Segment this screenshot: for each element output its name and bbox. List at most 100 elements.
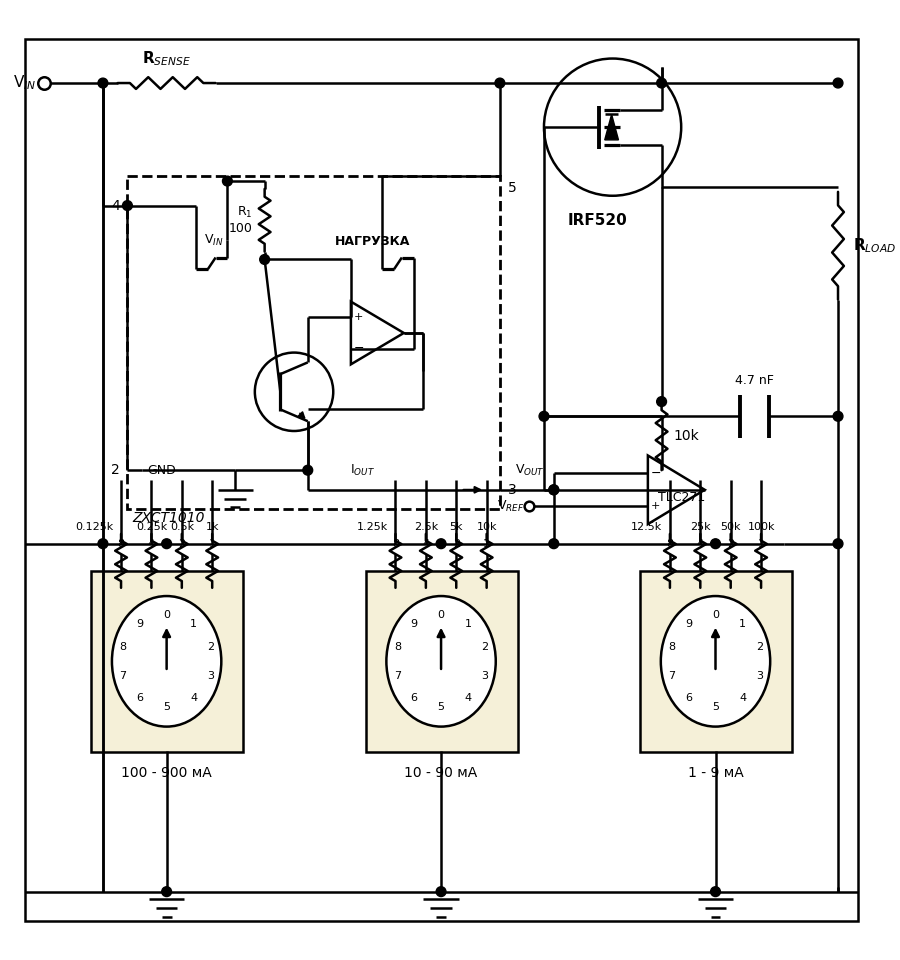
Text: TLC271: TLC271 (658, 492, 705, 504)
Text: R$_1$
100: R$_1$ 100 (229, 205, 253, 235)
Text: 4.7 nF: 4.7 nF (735, 373, 774, 387)
Text: +: + (354, 312, 364, 323)
Text: V$_{OUT}$: V$_{OUT}$ (515, 463, 544, 478)
Text: 2: 2 (756, 642, 763, 652)
Text: 1: 1 (464, 619, 472, 629)
Circle shape (98, 539, 108, 548)
Circle shape (222, 176, 232, 186)
Text: −: − (651, 467, 661, 480)
Text: 4: 4 (739, 693, 746, 704)
Text: +: + (651, 501, 661, 512)
Text: 5: 5 (508, 181, 517, 195)
Text: 9: 9 (136, 619, 143, 629)
Text: 7: 7 (120, 670, 127, 681)
Text: 5: 5 (163, 703, 170, 712)
Text: V$_{REF}$: V$_{REF}$ (497, 499, 525, 514)
Text: 1.25k: 1.25k (356, 522, 388, 532)
Circle shape (657, 396, 667, 406)
Text: 0: 0 (437, 611, 445, 620)
Text: 100 - 900 мА: 100 - 900 мА (122, 766, 212, 780)
Circle shape (436, 887, 446, 897)
Text: 9: 9 (410, 619, 418, 629)
Text: 3: 3 (756, 670, 762, 681)
Text: 8: 8 (668, 642, 675, 652)
Text: 1 - 9 мА: 1 - 9 мА (688, 766, 743, 780)
Text: 7: 7 (668, 670, 675, 681)
Circle shape (260, 254, 269, 264)
Text: 8: 8 (118, 539, 124, 549)
Circle shape (833, 539, 843, 548)
Bar (128, 176, 500, 510)
Text: 3: 3 (207, 670, 214, 681)
Circle shape (436, 539, 446, 548)
Text: 1: 1 (483, 539, 490, 549)
Circle shape (495, 78, 505, 88)
Text: 2: 2 (178, 539, 185, 549)
Circle shape (98, 78, 108, 88)
Text: 2: 2 (453, 539, 460, 549)
Text: 8: 8 (120, 642, 127, 652)
Text: 0.125k: 0.125k (75, 522, 113, 532)
Text: 6: 6 (685, 693, 692, 704)
Text: 4: 4 (111, 199, 120, 212)
Text: 1: 1 (758, 539, 765, 549)
Text: 2: 2 (111, 463, 120, 477)
Circle shape (711, 887, 720, 897)
Text: 3: 3 (482, 670, 489, 681)
Text: I$_{OUT}$: I$_{OUT}$ (350, 463, 375, 478)
Ellipse shape (112, 596, 221, 727)
Ellipse shape (661, 596, 770, 727)
Text: 3: 3 (508, 483, 517, 497)
Text: 1k: 1k (205, 522, 219, 532)
Circle shape (162, 887, 172, 897)
Text: 12.5k: 12.5k (631, 522, 662, 532)
Text: 1: 1 (739, 619, 746, 629)
Text: 25k: 25k (690, 522, 711, 532)
Text: 8: 8 (394, 642, 400, 652)
Text: НАГРУЗКА: НАГРУЗКА (335, 234, 410, 248)
Text: 0.5k: 0.5k (170, 522, 194, 532)
Text: 4: 4 (422, 539, 429, 549)
Text: 10 - 90 мА: 10 - 90 мА (404, 766, 478, 780)
Circle shape (549, 485, 559, 494)
Bar (365, 571, 518, 753)
Circle shape (657, 78, 667, 88)
Text: 1: 1 (190, 619, 197, 629)
Circle shape (539, 412, 549, 421)
Circle shape (549, 539, 559, 548)
Bar (91, 571, 243, 753)
Text: 2.5k: 2.5k (414, 522, 438, 532)
Text: 10k: 10k (673, 429, 699, 443)
Text: 2: 2 (482, 642, 489, 652)
Text: −: − (354, 342, 364, 355)
Circle shape (833, 78, 843, 88)
Text: 8: 8 (666, 539, 673, 549)
Text: ZXCT1010: ZXCT1010 (132, 512, 205, 525)
Text: 2: 2 (727, 539, 734, 549)
Text: 0: 0 (163, 611, 170, 620)
Text: 0: 0 (712, 611, 719, 620)
Text: IRF520: IRF520 (568, 213, 628, 228)
Text: 1: 1 (209, 539, 216, 549)
Circle shape (162, 539, 172, 548)
Text: 5k: 5k (449, 522, 463, 532)
Circle shape (549, 485, 559, 494)
Text: 5: 5 (712, 703, 719, 712)
Text: GND: GND (147, 464, 176, 477)
Text: 4: 4 (464, 693, 472, 704)
Text: 2: 2 (207, 642, 214, 652)
Text: 7: 7 (394, 670, 400, 681)
Text: 6: 6 (136, 693, 143, 704)
Text: 100k: 100k (747, 522, 775, 532)
Text: V$_{IN}$: V$_{IN}$ (13, 74, 36, 92)
Circle shape (833, 412, 843, 421)
Circle shape (122, 201, 132, 210)
Circle shape (303, 466, 312, 475)
Text: V$_{IN}$: V$_{IN}$ (204, 232, 223, 248)
Text: 5: 5 (437, 703, 445, 712)
Ellipse shape (386, 596, 496, 727)
Text: 9: 9 (685, 619, 692, 629)
Text: 4: 4 (697, 539, 704, 549)
Bar (640, 571, 792, 753)
Text: R$_{SENSE}$: R$_{SENSE}$ (142, 50, 191, 68)
